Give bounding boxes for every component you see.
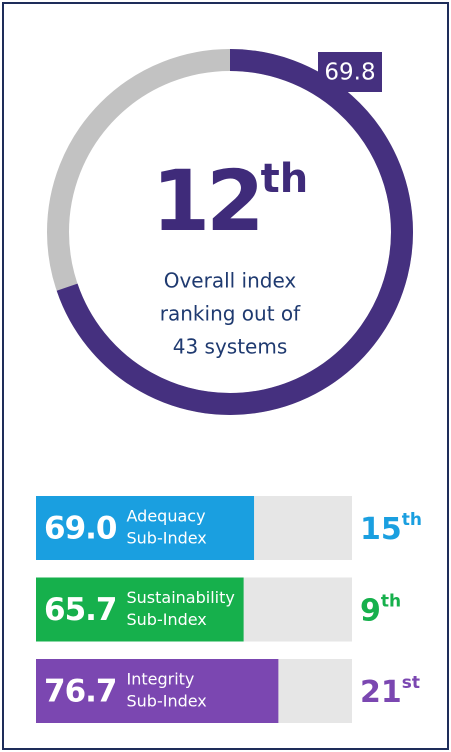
bar bbox=[36, 496, 255, 560]
bar-category: Sustainability bbox=[127, 588, 235, 607]
callout-box bbox=[318, 52, 382, 101]
bar-category: Sub-Index bbox=[127, 610, 207, 629]
bar-rank-number: 15 bbox=[360, 512, 402, 547]
rank-number: 12 bbox=[152, 152, 261, 250]
caption-line: Overall index bbox=[164, 269, 297, 293]
donut-arc bbox=[56, 49, 413, 415]
bar-rank: 9th bbox=[360, 592, 401, 629]
bar-value-label: 69.0 bbox=[44, 511, 117, 547]
bar-rank-suffix: st bbox=[402, 673, 420, 693]
bar-category: Sub-Index bbox=[127, 692, 207, 711]
bar-rank-suffix: th bbox=[402, 510, 422, 530]
bar-rank: 15th bbox=[360, 510, 422, 547]
bar-rank: 21st bbox=[360, 673, 420, 710]
bar-category: Sub-Index bbox=[127, 529, 207, 548]
bar bbox=[36, 659, 279, 723]
caption-line: 43 systems bbox=[173, 335, 288, 359]
bar-category: Integrity bbox=[127, 670, 195, 689]
bar-value-label: 65.7 bbox=[44, 592, 117, 628]
bar-value-label: 76.7 bbox=[44, 674, 117, 710]
bar-rank-suffix: th bbox=[381, 592, 401, 612]
callout-value: 69.8 bbox=[324, 60, 375, 86]
bar bbox=[36, 577, 244, 642]
bar-rank-number: 9 bbox=[360, 593, 381, 628]
rank: 12th bbox=[152, 152, 309, 250]
caption-line: ranking out of bbox=[160, 302, 301, 326]
bar-category: Adequacy bbox=[127, 507, 206, 526]
bar-rank-number: 21 bbox=[360, 675, 402, 710]
rank-suffix: th bbox=[261, 156, 309, 202]
